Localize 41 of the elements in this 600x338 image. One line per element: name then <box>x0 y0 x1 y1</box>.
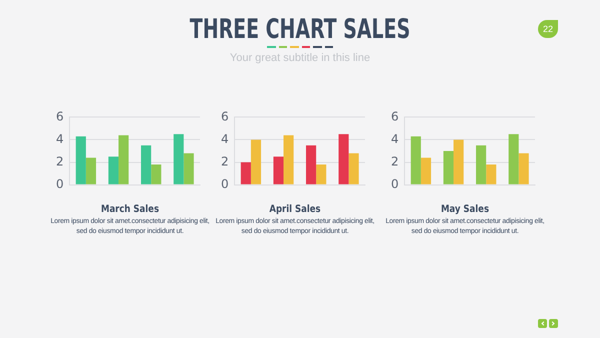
bar <box>410 136 421 184</box>
bar <box>316 164 326 184</box>
y-tick-label: 0 <box>220 176 229 191</box>
y-tick-label: 2 <box>390 154 399 168</box>
bar <box>443 151 454 184</box>
bar <box>118 135 129 184</box>
bar <box>174 134 184 184</box>
y-tick-label: 6 <box>56 109 64 124</box>
text: 22 <box>538 20 558 38</box>
bar <box>306 145 316 184</box>
bar <box>518 153 529 184</box>
bar <box>86 158 96 184</box>
y-tick-label: 4 <box>220 132 229 146</box>
bar <box>284 135 294 184</box>
bar <box>240 162 251 184</box>
bar <box>151 164 162 184</box>
bar <box>420 158 432 184</box>
y-tick-label: 4 <box>56 132 64 146</box>
bar <box>76 136 86 184</box>
text: April Sales <box>268 204 322 215</box>
bar <box>338 134 349 184</box>
y-tick-label: 6 <box>390 109 399 124</box>
bar <box>250 140 262 184</box>
bar <box>273 156 284 184</box>
y-tick-label: 0 <box>390 176 399 191</box>
y-tick-label: 2 <box>220 154 229 168</box>
bar <box>108 156 119 184</box>
bar <box>508 134 519 184</box>
text: THREE CHART SALES <box>188 14 412 45</box>
bar <box>184 153 194 184</box>
y-tick-label: 2 <box>56 154 64 168</box>
text: March Sales <box>100 204 160 215</box>
y-tick-label: 0 <box>56 176 64 191</box>
bar <box>476 145 486 184</box>
bar <box>454 140 464 184</box>
y-tick-label: 4 <box>390 132 399 146</box>
text: May Sales <box>440 204 490 215</box>
y-tick-label: 6 <box>220 109 229 124</box>
bar <box>486 164 496 184</box>
bar <box>141 145 152 184</box>
bar <box>348 153 359 184</box>
